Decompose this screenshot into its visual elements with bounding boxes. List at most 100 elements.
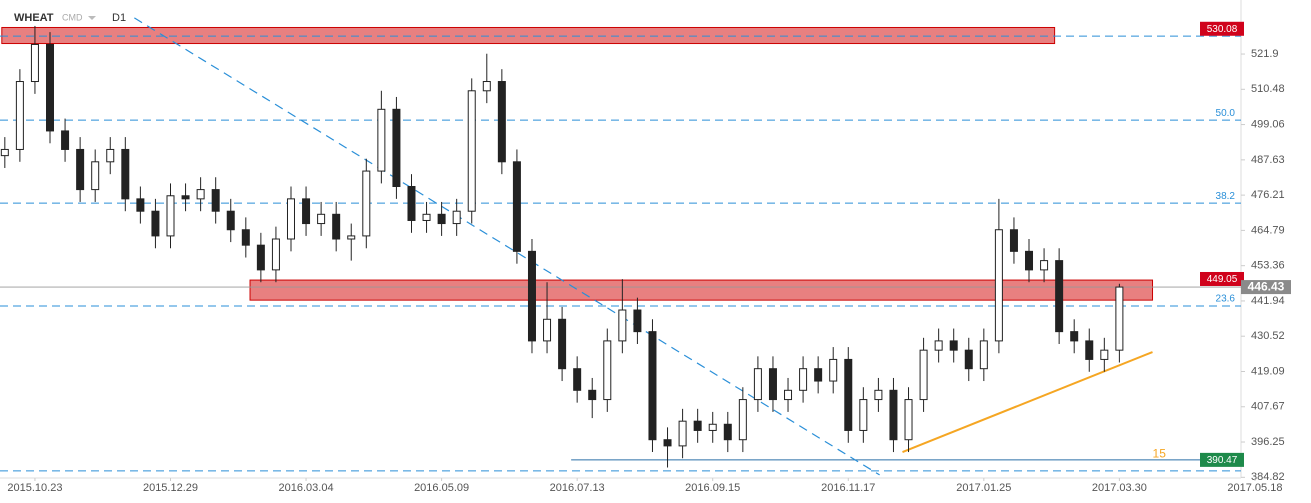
candle-body [422, 213, 431, 221]
candle-body [814, 368, 823, 382]
candle-body [106, 148, 115, 163]
x-tick-label: 2016.05.09 [414, 482, 469, 494]
candle-body [603, 340, 612, 401]
x-tick-label: 2016.11.17 [821, 482, 875, 494]
candle-body [753, 368, 762, 401]
candle-body [166, 195, 175, 237]
candle-body [1070, 331, 1079, 342]
candle-body [15, 81, 24, 150]
candle-body [61, 130, 70, 150]
zone [249, 279, 1154, 301]
candle-body [181, 195, 190, 200]
candle-body [377, 108, 386, 172]
candle-body [512, 161, 521, 252]
candle-body [271, 238, 280, 271]
candle-body [196, 189, 205, 200]
candle-body [543, 318, 552, 342]
price-label: 446.43 [1248, 280, 1285, 294]
y-tick-label: 419.09 [1251, 365, 1285, 377]
x-tick-label: 2016.09.15 [685, 482, 740, 494]
candle-body [347, 235, 356, 240]
candle-body [723, 423, 732, 441]
trendline [902, 351, 1153, 453]
y-tick-label: 476.21 [1251, 189, 1285, 201]
candle-body [362, 170, 371, 237]
candle-body [332, 213, 341, 240]
y-tick-label: 396.25 [1251, 436, 1285, 448]
candle-body [994, 229, 1003, 342]
price-label: 390.47 [1207, 455, 1238, 466]
candle-body [30, 43, 39, 83]
y-tick-label: 384.82 [1251, 471, 1285, 483]
candle-body [1100, 349, 1109, 360]
candle-body [588, 389, 597, 401]
candle-body [648, 331, 657, 441]
candle-body [392, 108, 401, 188]
candle-body [558, 318, 567, 370]
candle-body [256, 244, 265, 271]
fib-label: 23.6 [1216, 294, 1236, 305]
candle-body [964, 349, 973, 370]
candle-body [859, 399, 868, 431]
price-label-box [1241, 280, 1291, 295]
candle-body [799, 368, 808, 391]
candle-body [784, 389, 793, 401]
candle-body [497, 81, 506, 163]
candle-body [76, 148, 85, 191]
candle-body [1040, 260, 1049, 271]
candle-body [889, 389, 898, 441]
candle-body [151, 210, 160, 237]
candle-body [829, 358, 838, 382]
candle-body [919, 349, 928, 401]
y-tick-label: 453.36 [1251, 260, 1285, 272]
price-label: 530.08 [1207, 24, 1238, 35]
x-tick-label: 2015.10.23 [7, 482, 62, 494]
y-tick-label: 407.67 [1251, 401, 1285, 413]
price-label-box [1200, 452, 1244, 467]
x-tick-label: 2017.03.30 [1092, 482, 1147, 494]
candle-body [241, 229, 250, 246]
y-tick-label: 430.52 [1251, 330, 1285, 342]
candle-body [738, 399, 747, 441]
y-tick-label: 441.94 [1251, 295, 1285, 307]
fib-label: 38.2 [1216, 191, 1236, 202]
candle-body [633, 309, 642, 333]
candle-body [573, 368, 582, 391]
candle-body [527, 250, 536, 342]
candle-body [121, 148, 130, 200]
candle-body [211, 189, 220, 212]
chart-title: WHEAT [14, 12, 54, 24]
x-tick-label: 2017.05.18 [1227, 482, 1282, 494]
candle-body [663, 439, 672, 447]
candle-body [874, 389, 883, 401]
annotation: 15 [1153, 446, 1167, 460]
timeframe[interactable]: D1 [112, 12, 126, 24]
candle-body [286, 198, 295, 240]
candle-body [1085, 340, 1094, 360]
x-tick-label: 2017.01.25 [956, 482, 1011, 494]
zone [1, 26, 1056, 45]
candle-body [302, 198, 311, 225]
y-tick-label: 510.48 [1251, 83, 1285, 95]
candle-body [934, 340, 943, 351]
candle-body [407, 186, 416, 221]
candle-body [708, 423, 717, 431]
candle-body [678, 420, 687, 447]
candle-body [1009, 229, 1018, 252]
exchange: CMD [62, 12, 83, 22]
candle-body [618, 309, 627, 342]
candle-body [1115, 286, 1124, 351]
y-tick-label: 499.06 [1251, 118, 1285, 130]
x-tick-label: 2015.12.29 [143, 482, 198, 494]
candle-body [317, 213, 326, 225]
candle-body [482, 81, 491, 92]
fib-label: 50.0 [1216, 108, 1236, 119]
x-tick-label: 2016.07.13 [550, 482, 605, 494]
dropdown-icon[interactable] [88, 16, 96, 20]
price-label: 449.05 [1207, 274, 1238, 285]
price-label-box [1200, 21, 1244, 36]
y-tick-label: 464.79 [1251, 224, 1285, 236]
candle-body [91, 161, 100, 191]
candle-body [693, 420, 702, 431]
